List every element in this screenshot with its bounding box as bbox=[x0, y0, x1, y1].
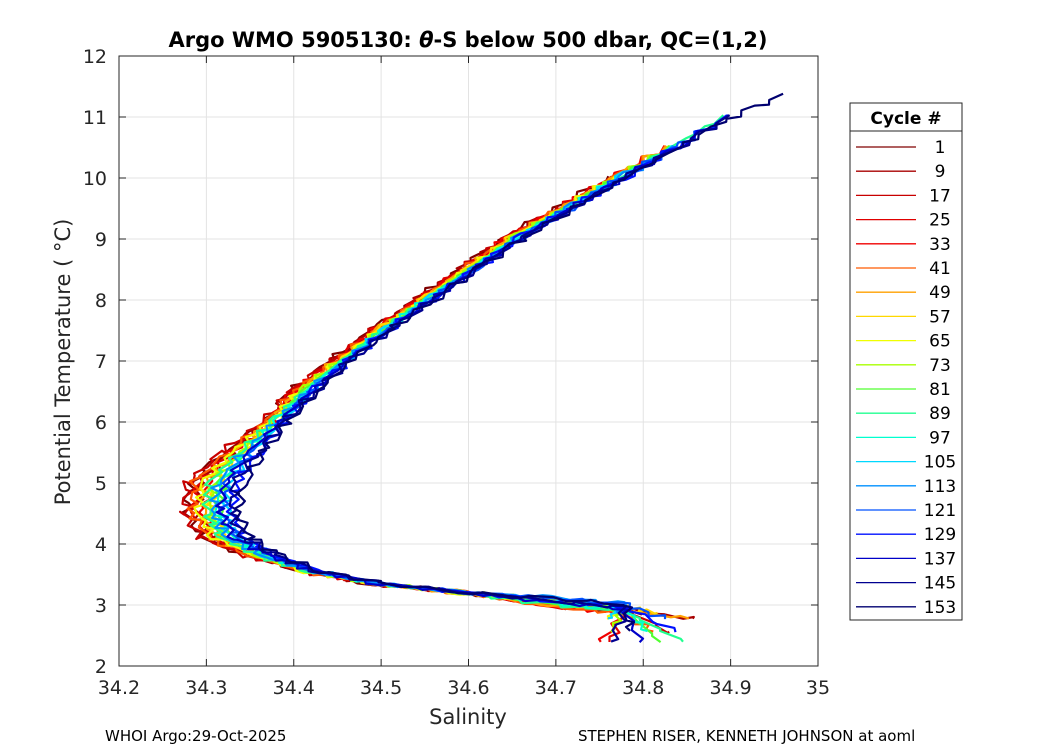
chart-title: Argo WMO 5905130: θ-S below 500 dbar, QC… bbox=[168, 28, 767, 52]
legend-label-49: 49 bbox=[929, 283, 951, 303]
legend-title: Cycle # bbox=[870, 109, 941, 129]
profile-traces bbox=[179, 92, 784, 643]
profile-trace-cycle-153 bbox=[233, 92, 784, 632]
y-tick-label: 7 bbox=[95, 351, 107, 373]
x-tick-label: 34.3 bbox=[185, 677, 227, 699]
x-tick-label: 34.6 bbox=[447, 677, 489, 699]
x-axis-label: Salinity bbox=[429, 705, 507, 729]
legend-label-17: 17 bbox=[929, 186, 951, 206]
profile-trace-cycle-137 bbox=[215, 114, 730, 643]
legend-label-33: 33 bbox=[929, 235, 951, 255]
profile-trace-cycle-65 bbox=[193, 175, 626, 620]
legend-items: 1 9 17 25 33 41 49 57 65 73 81 89 97 105 113 121 129 137 1… bbox=[856, 138, 956, 618]
y-tick-label: 5 bbox=[95, 473, 107, 495]
y-axis-label: Potential Temperature ( °C) bbox=[51, 219, 75, 506]
legend-label-105: 105 bbox=[924, 453, 956, 473]
y-tick-label: 10 bbox=[83, 168, 107, 190]
x-axis-ticks: 34.2 34.3 34.4 34.5 34.6 34.7 34.8 34.9 35 bbox=[98, 56, 830, 699]
y-tick-label: 4 bbox=[95, 534, 107, 556]
y-axis-ticks: 2 3 4 5 6 7 8 9 10 11 12 bbox=[83, 46, 818, 678]
y-tick-label: 2 bbox=[95, 656, 107, 678]
legend-label-57: 57 bbox=[929, 307, 951, 327]
footer-date: WHOI Argo:29-Oct-2025 bbox=[105, 727, 286, 745]
legend-label-25: 25 bbox=[929, 211, 951, 231]
legend-label-41: 41 bbox=[929, 259, 951, 279]
legend-label-137: 137 bbox=[924, 549, 956, 569]
legend-label-129: 129 bbox=[924, 525, 956, 545]
y-tick-label: 9 bbox=[95, 229, 107, 251]
legend-label-153: 153 bbox=[924, 598, 956, 618]
y-tick-label: 3 bbox=[95, 595, 107, 617]
y-tick-label: 12 bbox=[83, 46, 107, 68]
legend: Cycle # 1 9 17 25 33 41 49 57 65 73 81 89 97 105 113 12… bbox=[849, 102, 963, 621]
legend-label-121: 121 bbox=[924, 501, 956, 521]
y-tick-label: 6 bbox=[95, 412, 107, 434]
x-tick-label: 35 bbox=[806, 677, 830, 699]
legend-label-113: 113 bbox=[924, 477, 956, 497]
footer-credits: STEPHEN RISER, KENNETH JOHNSON at aoml bbox=[578, 727, 915, 745]
legend-label-81: 81 bbox=[929, 380, 951, 400]
x-tick-label: 34.9 bbox=[709, 677, 751, 699]
legend-label-89: 89 bbox=[929, 404, 951, 424]
y-tick-label: 11 bbox=[83, 107, 107, 129]
legend-label-1: 1 bbox=[935, 138, 946, 158]
y-tick-label: 8 bbox=[95, 290, 107, 312]
x-tick-label: 34.7 bbox=[535, 677, 577, 699]
legend-label-145: 145 bbox=[924, 574, 956, 594]
x-tick-label: 34.8 bbox=[622, 677, 664, 699]
legend-label-9: 9 bbox=[935, 162, 946, 182]
legend-label-73: 73 bbox=[929, 356, 951, 376]
x-tick-label: 34.4 bbox=[273, 677, 315, 699]
legend-label-97: 97 bbox=[929, 428, 951, 448]
x-tick-label: 34.2 bbox=[98, 677, 140, 699]
legend-label-65: 65 bbox=[929, 332, 951, 352]
x-tick-label: 34.5 bbox=[360, 677, 402, 699]
